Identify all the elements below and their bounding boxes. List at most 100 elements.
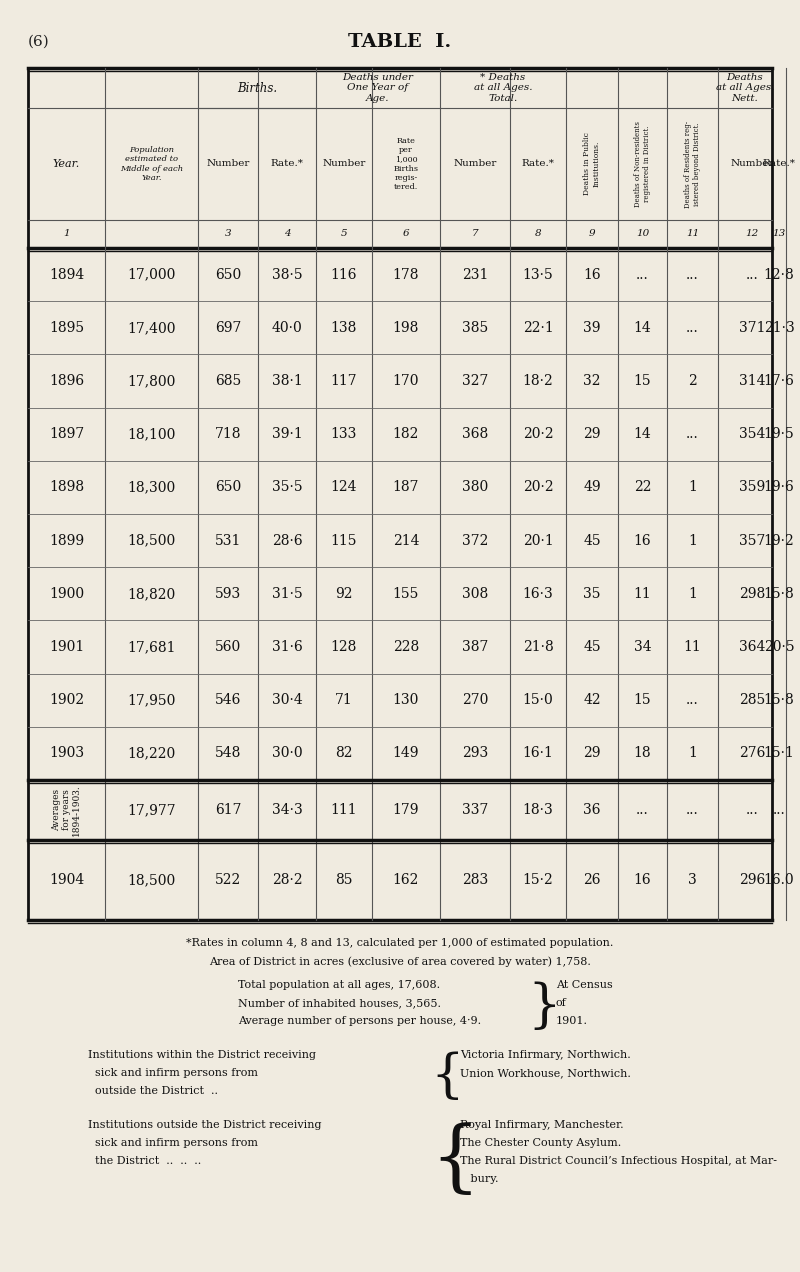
Text: 546: 546 <box>215 693 241 707</box>
Text: 650: 650 <box>215 267 241 281</box>
Text: Deaths in Public
Institutions.: Deaths in Public Institutions. <box>583 132 601 196</box>
Text: 697: 697 <box>215 321 241 335</box>
Text: 14: 14 <box>634 427 651 441</box>
Text: 18,220: 18,220 <box>127 747 176 761</box>
Text: Number: Number <box>206 159 250 168</box>
Text: 15·8: 15·8 <box>764 693 794 707</box>
Text: 327: 327 <box>462 374 488 388</box>
Text: 2: 2 <box>688 374 697 388</box>
Text: Institutions within the District receiving: Institutions within the District receivi… <box>88 1049 316 1060</box>
Text: ...: ... <box>746 803 758 817</box>
Text: 111: 111 <box>330 803 358 817</box>
Text: 8: 8 <box>534 229 542 239</box>
Text: Rate.*: Rate.* <box>762 159 795 168</box>
Text: 49: 49 <box>583 481 601 495</box>
Text: 1896: 1896 <box>49 374 84 388</box>
Text: 170: 170 <box>393 374 419 388</box>
Text: ...: ... <box>686 321 699 335</box>
Text: 20·5: 20·5 <box>764 640 794 654</box>
Text: 17,950: 17,950 <box>127 693 176 707</box>
Text: 85: 85 <box>335 873 353 887</box>
Text: 380: 380 <box>462 481 488 495</box>
Text: 11: 11 <box>686 229 699 239</box>
Text: 1894: 1894 <box>49 267 84 281</box>
Text: Institutions outside the District receiving: Institutions outside the District receiv… <box>88 1121 322 1130</box>
Text: 38·1: 38·1 <box>272 374 302 388</box>
Text: 650: 650 <box>215 481 241 495</box>
Text: Births.: Births. <box>237 81 277 94</box>
Text: ...: ... <box>746 267 758 281</box>
Text: Deaths under
One Year of
Age.: Deaths under One Year of Age. <box>342 73 414 103</box>
Text: 16·1: 16·1 <box>522 747 554 761</box>
Text: 22: 22 <box>634 481 651 495</box>
Text: * Deaths
at all Ages.
Total.: * Deaths at all Ages. Total. <box>474 73 532 103</box>
Text: 198: 198 <box>393 321 419 335</box>
Text: 39: 39 <box>583 321 601 335</box>
Text: Victoria Infirmary, Northwich.: Victoria Infirmary, Northwich. <box>460 1049 630 1060</box>
Text: 133: 133 <box>331 427 357 441</box>
Text: 40·0: 40·0 <box>272 321 302 335</box>
Text: 371: 371 <box>738 321 766 335</box>
Text: 354: 354 <box>739 427 765 441</box>
Text: 34: 34 <box>634 640 651 654</box>
Text: Year.: Year. <box>53 159 80 169</box>
Text: 15·1: 15·1 <box>763 747 794 761</box>
Text: 71: 71 <box>335 693 353 707</box>
Text: 1901.: 1901. <box>556 1016 588 1027</box>
Text: 3: 3 <box>688 873 697 887</box>
Text: 1: 1 <box>688 533 697 548</box>
Text: 5: 5 <box>341 229 347 239</box>
Text: Average number of persons per house, 4·9.: Average number of persons per house, 4·9… <box>238 1016 481 1027</box>
Text: ...: ... <box>773 803 786 817</box>
Text: The Rural District Council’s Infectious Hospital, at Mar-: The Rural District Council’s Infectious … <box>460 1156 777 1166</box>
Text: 1900: 1900 <box>49 586 84 600</box>
Text: 18·3: 18·3 <box>522 803 554 817</box>
Text: 296: 296 <box>739 873 765 887</box>
Text: 522: 522 <box>215 873 241 887</box>
Text: ...: ... <box>686 427 699 441</box>
Text: 17,400: 17,400 <box>127 321 176 335</box>
Text: 1903: 1903 <box>49 747 84 761</box>
Text: 19·2: 19·2 <box>764 533 794 548</box>
Text: 19·6: 19·6 <box>764 481 794 495</box>
Text: 368: 368 <box>462 427 488 441</box>
Text: 179: 179 <box>393 803 419 817</box>
Text: 18: 18 <box>634 747 651 761</box>
Text: 149: 149 <box>393 747 419 761</box>
Text: 364: 364 <box>739 640 765 654</box>
Text: 270: 270 <box>462 693 488 707</box>
Text: 18,300: 18,300 <box>127 481 176 495</box>
Text: 617: 617 <box>214 803 242 817</box>
Text: bury.: bury. <box>460 1174 498 1184</box>
Text: 293: 293 <box>462 747 488 761</box>
Text: Total population at all ages, 17,608.: Total population at all ages, 17,608. <box>238 979 440 990</box>
Text: 385: 385 <box>462 321 488 335</box>
Text: 45: 45 <box>583 640 601 654</box>
Text: Deaths of Residents reg-
istered beyond District.: Deaths of Residents reg- istered beyond … <box>684 121 701 207</box>
Text: ...: ... <box>686 693 699 707</box>
Text: 38·5: 38·5 <box>272 267 302 281</box>
Text: 182: 182 <box>393 427 419 441</box>
Text: 16.0: 16.0 <box>764 873 794 887</box>
Text: 20·2: 20·2 <box>522 481 554 495</box>
Text: 18·2: 18·2 <box>522 374 554 388</box>
Text: Population
estimated to
Middle of each
Year.: Population estimated to Middle of each Y… <box>120 146 183 182</box>
Text: 1901: 1901 <box>49 640 84 654</box>
Text: 298: 298 <box>739 586 765 600</box>
Text: of: of <box>556 999 566 1007</box>
Text: 11: 11 <box>684 640 702 654</box>
Text: 20·2: 20·2 <box>522 427 554 441</box>
Text: 42: 42 <box>583 693 601 707</box>
Text: 128: 128 <box>331 640 357 654</box>
Text: 314: 314 <box>738 374 766 388</box>
Text: 18,820: 18,820 <box>127 586 176 600</box>
Text: the District  ..  ..  ..: the District .. .. .. <box>88 1156 202 1166</box>
Text: ...: ... <box>686 803 699 817</box>
Text: 228: 228 <box>393 640 419 654</box>
Text: The Chester County Asylum.: The Chester County Asylum. <box>460 1138 622 1149</box>
Text: Union Workhouse, Northwich.: Union Workhouse, Northwich. <box>460 1068 631 1077</box>
Text: 178: 178 <box>393 267 419 281</box>
Text: {: { <box>430 1122 479 1198</box>
Text: (6): (6) <box>28 36 50 50</box>
Text: Rate.*: Rate.* <box>270 159 303 168</box>
